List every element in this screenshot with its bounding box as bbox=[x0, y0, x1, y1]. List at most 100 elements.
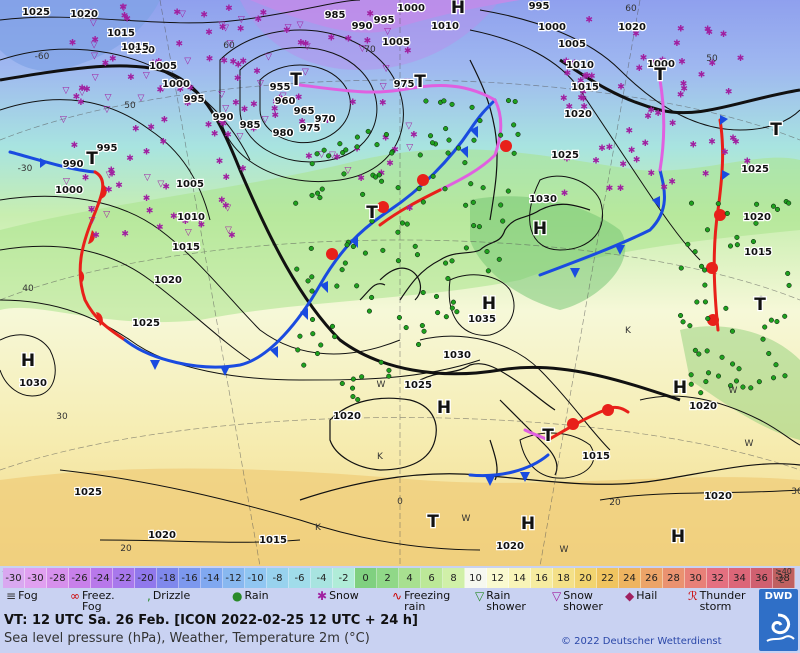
temp-scale-cell: 20 bbox=[575, 568, 597, 588]
isobar-label: 1025 bbox=[404, 380, 432, 391]
snow-symbol: ✱ bbox=[222, 202, 230, 212]
wind-label: W bbox=[560, 545, 569, 555]
snow-symbol: ✱ bbox=[560, 94, 568, 104]
snow-symbol: ✱ bbox=[272, 97, 280, 107]
snow-symbol: ✱ bbox=[706, 28, 714, 38]
rain-symbol bbox=[309, 161, 315, 167]
temp-scale-cell: -28 bbox=[47, 568, 69, 588]
rain-symbol bbox=[733, 378, 740, 384]
snow-symbol: ▽ bbox=[257, 79, 264, 89]
isobar-label: 1005 bbox=[558, 39, 586, 50]
rain-symbol bbox=[759, 249, 765, 255]
snow-symbol: ✱ bbox=[121, 230, 129, 240]
rain-symbol bbox=[688, 381, 694, 387]
snow-symbol: ✱ bbox=[680, 80, 688, 90]
wind-label: K bbox=[625, 326, 632, 336]
snow-symbol: ✱ bbox=[647, 106, 655, 116]
snow-symbol: ✱ bbox=[107, 166, 115, 176]
snow-symbol: ✱ bbox=[659, 56, 667, 66]
isobar-label: 980 bbox=[273, 128, 294, 139]
snow-symbol: ✱ bbox=[250, 124, 258, 134]
snow-symbol: ▽ bbox=[89, 8, 96, 18]
snow-symbol: ✱ bbox=[250, 100, 258, 110]
snow-symbol: ▽ bbox=[280, 91, 287, 101]
pressure-center: H bbox=[673, 378, 687, 398]
rain-symbol bbox=[369, 294, 375, 300]
rain-symbol bbox=[430, 173, 436, 179]
rain-symbol bbox=[423, 98, 429, 104]
weather-key-label: Freezing rain bbox=[404, 589, 451, 613]
rain-symbol bbox=[415, 341, 422, 348]
snow-symbol: ✱ bbox=[564, 69, 572, 79]
temp-scale-cell: 2 bbox=[377, 568, 399, 588]
rain-symbol bbox=[350, 394, 356, 400]
rain-symbol bbox=[309, 288, 315, 294]
rain-symbol bbox=[344, 242, 350, 248]
rain-symbol bbox=[760, 336, 766, 342]
snow-symbol: ▽ bbox=[304, 42, 311, 52]
rain-symbol bbox=[687, 323, 693, 329]
rain-symbol bbox=[441, 98, 447, 104]
rain-symbol bbox=[705, 370, 712, 376]
pressure-center: T bbox=[770, 120, 782, 140]
temp-scale-cell: -24 bbox=[91, 568, 113, 588]
rain-symbol bbox=[740, 384, 746, 390]
snow-symbol: ✱ bbox=[640, 53, 648, 63]
snow-symbol: ✱ bbox=[644, 112, 652, 122]
rain-symbol bbox=[785, 270, 791, 276]
rain-symbol bbox=[702, 299, 708, 305]
wind-label: W bbox=[377, 380, 386, 390]
rain-symbol bbox=[680, 319, 686, 325]
pressure-center: H bbox=[451, 0, 465, 18]
rain-symbol bbox=[446, 137, 452, 143]
rain-symbol bbox=[374, 142, 380, 148]
temp-scale-cell: 24 bbox=[619, 568, 641, 588]
snow-symbol: ▽ bbox=[225, 225, 232, 235]
rain-symbol bbox=[505, 98, 512, 104]
rain-symbol bbox=[354, 134, 360, 140]
snow-symbol: ✱ bbox=[155, 57, 163, 67]
rain-symbol bbox=[515, 131, 521, 137]
snow-symbol: ▽ bbox=[238, 15, 245, 25]
wind-labels: W K K W W W W K bbox=[315, 326, 754, 555]
isobar-label: 1010 bbox=[431, 21, 459, 32]
temp-scale-cell: -30 bbox=[3, 568, 25, 588]
pressure-center: T bbox=[654, 65, 666, 85]
isobar-label: 1005 bbox=[382, 37, 410, 48]
rain-symbol bbox=[360, 191, 366, 197]
temp-scale-cell: 10 bbox=[465, 568, 487, 588]
snow-symbol: ✱ bbox=[404, 47, 412, 57]
rain-symbols bbox=[293, 98, 792, 403]
isobar-label: 1015 bbox=[121, 42, 149, 53]
isobar-label: 1005 bbox=[149, 61, 177, 72]
snow-symbol: ✱ bbox=[126, 154, 134, 164]
snow-symbol: ✱ bbox=[108, 170, 116, 180]
rain-symbol bbox=[362, 250, 368, 256]
rain-symbol bbox=[500, 218, 506, 224]
snow-symbol: ✱ bbox=[260, 9, 268, 19]
snow-symbol: ✱ bbox=[633, 155, 641, 165]
snow-symbol: ✱ bbox=[386, 159, 394, 169]
snow-symbol: ✱ bbox=[237, 24, 245, 34]
rain-symbol bbox=[702, 267, 708, 273]
snow-symbol: ✱ bbox=[182, 217, 190, 227]
temp-scale-cell: 26 bbox=[641, 568, 663, 588]
valid-time: VT: 12 UTC Sa. 26 Feb. [ICON 2022-02-25 … bbox=[4, 613, 419, 628]
snow-symbol: ✱ bbox=[105, 185, 113, 195]
rain-symbol bbox=[773, 362, 779, 368]
snow-symbol: ▽ bbox=[404, 78, 411, 88]
pressure-center: T bbox=[414, 72, 426, 92]
snow-symbol: ✱ bbox=[180, 80, 188, 90]
snow-symbol: ✱ bbox=[156, 86, 164, 96]
snow-symbol: ✱ bbox=[295, 93, 303, 103]
temp-scale-cell: 6 bbox=[421, 568, 443, 588]
snow-symbol: ▽ bbox=[329, 150, 336, 160]
isobar-label: 1025 bbox=[132, 318, 160, 329]
temp-scale-cell: -12 bbox=[223, 568, 245, 588]
temp-scale-cell: -26 bbox=[69, 568, 91, 588]
isobar-label: 1000 bbox=[55, 185, 83, 196]
scale-upper-bound: ≥40 °C bbox=[775, 567, 792, 585]
snow-symbol: ✱ bbox=[276, 94, 284, 104]
weather-key-label: Snow bbox=[329, 589, 359, 602]
